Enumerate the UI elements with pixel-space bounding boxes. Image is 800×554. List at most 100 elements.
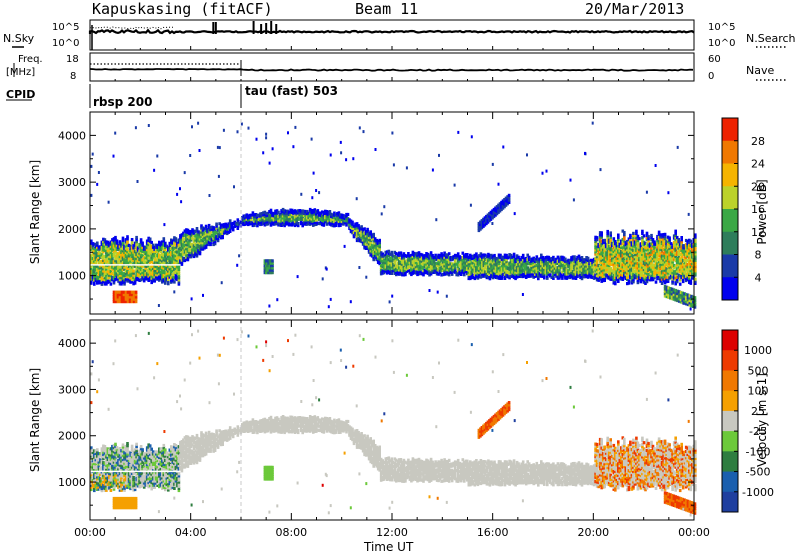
power-cell (200, 232, 203, 236)
power-cell (321, 216, 324, 220)
velocity-cell (414, 465, 418, 469)
power-cell (367, 248, 371, 252)
velocity-cell (168, 448, 172, 452)
power-cell (256, 213, 259, 217)
velocity-cell (336, 419, 339, 423)
velocity-cell (423, 464, 427, 469)
power-cell (126, 268, 129, 273)
power-cell (167, 254, 170, 258)
power-cell (429, 270, 433, 274)
velocity-cell (94, 453, 98, 458)
power-cell (256, 222, 259, 226)
velocity-cell (194, 449, 197, 453)
power-cell (407, 252, 410, 256)
velocity-cell (410, 460, 413, 464)
power-cell (147, 236, 150, 240)
velocity-cell (142, 477, 146, 481)
power-cell (114, 257, 117, 261)
power-cell (204, 226, 208, 230)
power-cell (458, 259, 461, 263)
velocity-cell (372, 441, 375, 445)
velocity-cell (398, 466, 401, 470)
power-cell (375, 249, 378, 253)
velocity-cell (117, 463, 120, 467)
velocity-cell (118, 463, 122, 467)
velocity-cell (419, 469, 422, 474)
velocity-cell (386, 463, 389, 467)
power-cell (97, 274, 101, 279)
power-cell (168, 258, 172, 262)
velocity-cell (213, 438, 217, 442)
velocity-cell (425, 477, 428, 481)
power-cell (209, 240, 212, 244)
velocity-cell (216, 439, 220, 443)
velocity-cell (464, 467, 468, 472)
velocity-cell (173, 465, 176, 470)
power-cell (176, 271, 179, 275)
velocity-cell (124, 476, 128, 480)
power-cell (130, 252, 134, 256)
velocity-cell (266, 425, 270, 429)
power-cell (145, 258, 149, 262)
velocity-cell (456, 469, 460, 473)
velocity-cell (93, 476, 96, 480)
power-cell (118, 252, 122, 257)
velocity-cell (197, 451, 200, 455)
velocity-cell (354, 431, 357, 435)
velocity-cell (429, 464, 433, 468)
power-cell (144, 264, 147, 268)
velocity-cell (413, 458, 416, 462)
power-cell (118, 265, 122, 269)
cpid-segment-1: rbsp 200 (93, 95, 153, 109)
power-cell (141, 260, 144, 264)
velocity-cell (272, 419, 276, 423)
velocity-cell (422, 469, 425, 473)
velocity-cell (96, 448, 99, 452)
velocity-cell (257, 427, 261, 431)
power-cell (165, 261, 169, 265)
velocity-cell (204, 431, 208, 435)
power-cell (431, 268, 434, 272)
power-cell (364, 242, 368, 246)
velocity-cell (167, 471, 170, 475)
velocity-cell (366, 449, 369, 453)
power-cell (304, 218, 307, 222)
velocity-cell (106, 484, 110, 489)
velocity-cell (386, 461, 389, 465)
velocity-cell (408, 463, 412, 467)
power-cell (156, 254, 159, 258)
power-cell (266, 213, 270, 218)
velocity-cell (293, 428, 297, 432)
velocity-cell (392, 471, 395, 475)
power-cell (342, 222, 345, 226)
velocity-cell (108, 486, 111, 490)
velocity-cell (177, 488, 181, 493)
velocity-cell (357, 437, 360, 441)
velocity-cell (91, 450, 95, 454)
power-cell (357, 228, 360, 232)
velocity-cell (151, 460, 155, 464)
power-cell (330, 217, 333, 221)
velocity-cell (124, 478, 128, 482)
velocity-cell (408, 465, 412, 469)
power-cell (207, 242, 211, 247)
power-cell (180, 247, 184, 252)
velocity-cell (389, 476, 392, 480)
power-cell (180, 239, 184, 243)
velocity-cell (414, 475, 418, 479)
velocity-cell (109, 461, 113, 465)
velocity-cell (256, 420, 259, 424)
power-cell (384, 254, 388, 259)
power-cell (461, 264, 465, 268)
velocity-cell (96, 450, 99, 454)
velocity-cell (263, 426, 267, 430)
velocity-cell (401, 477, 404, 481)
velocity-cell (386, 473, 389, 477)
power-cell (284, 220, 288, 224)
velocity-cell (225, 434, 229, 438)
power-cell (150, 249, 153, 253)
velocity-cell (213, 444, 217, 448)
velocity-cell (420, 472, 424, 476)
power-cell (126, 279, 129, 283)
power-cell (302, 220, 306, 224)
